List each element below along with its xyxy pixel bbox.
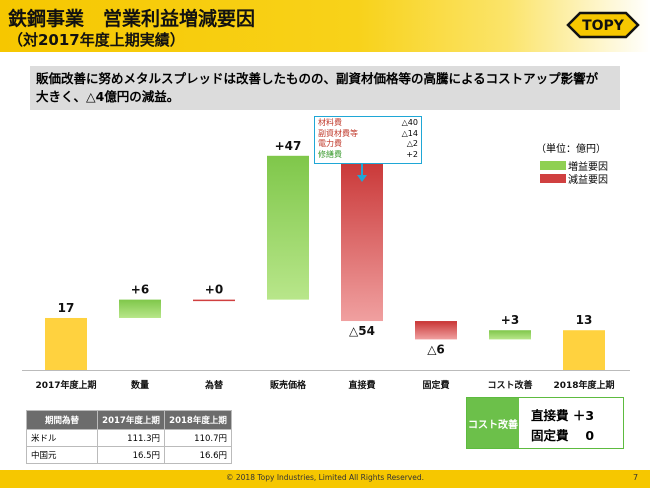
category-label-0: 2017年度上期 (35, 379, 96, 391)
legend-item-increase: 増益要因 (540, 159, 608, 173)
table-header-row: 期間為替 2017年度上期 2018年度上期 (26, 410, 232, 430)
cost-improvement-label: コスト改善 (467, 398, 519, 448)
data-label-2: +0 (205, 283, 223, 297)
data-label-4: △54 (349, 324, 375, 338)
bar-7 (563, 330, 605, 370)
legend-label: 増益要因 (568, 162, 608, 173)
bar-4 (341, 155, 383, 322)
breakdown-label: 修繕費 (318, 149, 342, 159)
direct-cost-line: 直接費 ＋3 (531, 408, 595, 423)
breakdown-row: 電力費 △2 (318, 139, 418, 150)
table-cell: 米ドル (26, 429, 98, 447)
bar-2 (193, 299, 235, 302)
table-header: 期間為替 (26, 410, 98, 430)
unit-label: （単位：億円） (536, 144, 606, 155)
bar-3 (267, 155, 309, 300)
table-header: 2018年度上期 (164, 410, 232, 430)
page-title: 鉄鋼事業 営業利益増減要因 (8, 8, 256, 30)
category-label-7: 2018年度上期 (553, 379, 614, 391)
data-label-1: +6 (131, 283, 149, 297)
table-cell: 110.7円 (164, 429, 232, 447)
topy-logo: TOPY (566, 11, 640, 39)
legend-swatch-increase (540, 161, 566, 170)
breakdown-value: △2 (406, 139, 418, 148)
breakdown-row: 材料費 △40 (318, 118, 418, 129)
summary-line-2: 大きく、△4億円の減益。 (36, 89, 180, 104)
table-row: 米ドル 111.3円 110.7円 (26, 429, 232, 447)
logo-text: TOPY (582, 18, 625, 34)
bar-1 (119, 299, 161, 318)
chart-legend: （単位：億円） 増益要因 減益要因 (536, 140, 608, 186)
data-label-6: +3 (501, 313, 519, 327)
summary-box: 販価改善に努めメタルスプレッドは改善したものの、副資材価格等の高騰によるコストア… (30, 66, 620, 110)
table-cell: 16.5円 (97, 446, 165, 464)
table-row: 中国元 16.5円 16.6円 (26, 446, 232, 464)
table-cell: 中国元 (26, 446, 98, 464)
breakdown-label: 材料費 (318, 118, 342, 127)
breakdown-row: 修繕費 +2 (318, 150, 418, 161)
direct-cost-breakdown: 材料費 △40 副資材費等 △14 電力費 △2 修繕費 +2 (314, 116, 422, 164)
legend-item-decrease: 減益要因 (540, 172, 608, 186)
table-cell: 111.3円 (97, 429, 165, 447)
category-label-5: 固定費 (422, 379, 449, 391)
breakdown-value: △14 (401, 128, 418, 138)
breakdown-label: 電力費 (318, 139, 342, 148)
breakdown-row: 副資材費等 △14 (318, 129, 418, 140)
bar-6 (489, 330, 531, 340)
breakdown-value: +2 (406, 149, 418, 159)
bar-0 (45, 317, 87, 370)
category-label-6: コスト改善 (487, 379, 532, 391)
legend-label: 減益要因 (568, 175, 608, 186)
page-number: 7 (633, 473, 639, 482)
bar-5 (415, 321, 457, 340)
breakdown-label: 副資材費等 (318, 128, 358, 138)
header-band: 鉄鋼事業 営業利益増減要因 （対2017年度上期実績） TOPY (0, 0, 650, 52)
data-label-3: +47 (275, 139, 302, 153)
footer-band: © 2018 Topy Industries, Limited All Righ… (0, 470, 650, 488)
data-label-5: △6 (427, 342, 445, 356)
category-label-2: 為替 (204, 379, 224, 391)
exchange-rate-table: 期間為替 2017年度上期 2018年度上期 米ドル 111.3円 110.7円… (26, 410, 232, 464)
summary-line-1: 販価改善に努めメタルスプレッドは改善したものの、副資材価格等の高騰によるコストア… (36, 71, 599, 86)
legend-swatch-decrease (540, 174, 566, 183)
fixed-cost-line: 固定費 0 (531, 428, 595, 443)
data-label-0: 17 (58, 301, 75, 315)
cost-improvement-box: コスト改善 直接費 ＋3 固定費 0 (466, 397, 624, 449)
data-label-7: 13 (576, 313, 593, 327)
category-label-3: 販売価格 (270, 379, 307, 391)
table-header: 2017年度上期 (97, 410, 165, 430)
copyright-text: © 2018 Topy Industries, Limited All Righ… (226, 473, 424, 482)
category-label-4: 直接費 (348, 379, 375, 391)
category-label-1: 数量 (131, 379, 149, 391)
table-cell: 16.6円 (164, 446, 232, 464)
breakdown-value: △40 (401, 118, 418, 127)
callout-arrow-head (357, 175, 367, 182)
page-subtitle: （対2017年度上期実績） (8, 31, 185, 49)
